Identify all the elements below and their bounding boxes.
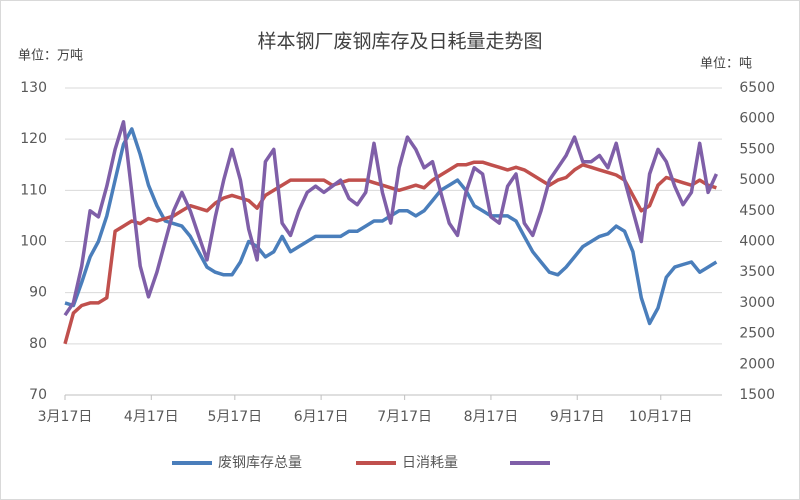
x-tick-label: 7月17日 (377, 409, 432, 425)
y-tick-label: 70 (29, 387, 47, 403)
y-tick-label: 110 (20, 182, 47, 198)
y2-tick-label: 4000 (739, 234, 775, 250)
y2-tick-label: 2500 (739, 326, 775, 342)
legend-label: 日消耗量 (402, 455, 458, 471)
y2-unit-label: 单位：吨 (700, 57, 752, 72)
y2-tick-label: 6500 (739, 80, 775, 96)
chart-title: 样本钢厂废钢库存及日耗量走势图 (257, 31, 542, 53)
y-tick-label: 80 (29, 336, 47, 352)
y-tick-label: 90 (29, 285, 47, 301)
y2-tick-label: 2000 (739, 356, 775, 372)
x-tick-label: 8月17日 (464, 409, 519, 425)
x-tick-label: 9月17日 (550, 409, 605, 425)
y2-tick-label: 5000 (739, 172, 775, 188)
legend-label: 废钢库存总量 (218, 455, 302, 471)
y2-tick-label: 5500 (739, 141, 775, 157)
y-tick-label: 100 (20, 234, 47, 250)
x-tick-label: 6月17日 (294, 409, 349, 425)
y-tick-label: 130 (20, 80, 47, 96)
y2-tick-label: 4500 (739, 203, 775, 219)
y2-tick-label: 6000 (739, 111, 775, 127)
y-tick-label: 120 (20, 131, 47, 147)
x-tick-label: 4月17日 (124, 409, 179, 425)
series-line (63, 120, 718, 317)
y2-tick-label: 3000 (739, 295, 775, 311)
y2-tick-label: 1500 (739, 387, 775, 403)
x-tick-label: 3月17日 (38, 409, 93, 425)
y-unit-label: 单位：万吨 (18, 49, 83, 64)
y2-tick-label: 3500 (739, 264, 775, 280)
x-tick-label: 10月17日 (629, 409, 693, 425)
x-tick-label: 5月17日 (207, 409, 262, 425)
